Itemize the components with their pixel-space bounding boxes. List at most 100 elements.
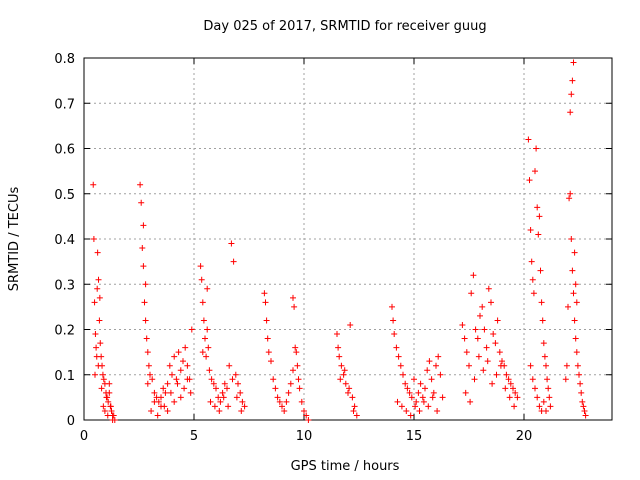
data-point <box>100 376 107 383</box>
data-point <box>502 385 509 392</box>
data-point <box>569 77 576 84</box>
data-point <box>459 321 466 328</box>
data-point <box>92 331 99 338</box>
data-point <box>229 376 236 383</box>
data-point <box>341 367 348 374</box>
data-point <box>143 335 150 342</box>
data-point <box>567 109 574 116</box>
data-point <box>430 389 437 396</box>
data-point <box>109 417 116 423</box>
data-point <box>390 317 397 324</box>
data-point <box>225 403 232 410</box>
data-point <box>184 376 191 383</box>
data-point <box>188 326 195 333</box>
data-point <box>439 394 446 401</box>
data-points <box>90 59 589 423</box>
data-point <box>503 371 510 378</box>
data-point <box>140 263 147 270</box>
data-point <box>462 389 469 396</box>
data-point <box>224 385 230 392</box>
data-point <box>506 394 513 401</box>
y-tick-label: 0.7 <box>54 97 75 112</box>
y-axis-label: SRMTID / TECUs <box>7 187 22 292</box>
data-point <box>479 303 486 310</box>
data-point <box>154 412 161 419</box>
data-point <box>499 358 505 365</box>
data-point <box>205 344 212 351</box>
data-point <box>535 231 542 238</box>
data-point <box>335 344 342 351</box>
data-point <box>433 362 439 369</box>
data-point <box>480 367 487 374</box>
data-point <box>467 398 474 405</box>
data-point <box>175 349 182 356</box>
x-tick-label: 15 <box>406 429 423 444</box>
data-point <box>496 349 503 356</box>
data-point <box>96 294 103 301</box>
data-point <box>570 290 577 297</box>
data-point <box>347 321 354 328</box>
data-point <box>215 394 222 401</box>
data-point <box>336 353 343 360</box>
data-point <box>160 385 167 392</box>
data-point <box>283 398 290 405</box>
data-point <box>210 380 217 387</box>
data-point <box>413 398 420 405</box>
data-point <box>100 403 107 410</box>
data-point <box>471 376 478 383</box>
data-point <box>567 190 574 197</box>
data-point <box>106 380 113 387</box>
data-point <box>226 362 233 369</box>
data-point <box>305 417 312 423</box>
data-point <box>272 385 279 392</box>
data-point <box>461 335 468 342</box>
data-point <box>474 335 481 342</box>
data-point <box>397 362 404 369</box>
data-point <box>419 394 426 401</box>
data-point <box>90 236 97 242</box>
data-point <box>151 398 158 405</box>
data-point <box>94 249 101 256</box>
data-point <box>569 267 576 274</box>
data-point <box>99 371 106 378</box>
y-tick-label: 0.3 <box>54 278 75 293</box>
data-point <box>417 380 424 387</box>
data-point <box>536 213 543 220</box>
data-point <box>429 394 436 401</box>
x-tick-label: 0 <box>80 429 88 444</box>
data-point <box>505 376 512 383</box>
data-point <box>204 326 211 333</box>
data-point <box>138 199 145 206</box>
data-point <box>463 349 470 356</box>
data-point <box>574 362 581 369</box>
data-point <box>481 326 488 333</box>
data-point <box>105 398 112 405</box>
data-point <box>166 362 173 369</box>
data-point <box>164 380 171 387</box>
data-point <box>493 371 500 378</box>
data-point <box>562 376 569 383</box>
data-point <box>301 407 307 414</box>
data-point <box>139 245 146 252</box>
x-axis-label: GPS time / hours <box>291 459 400 474</box>
data-point <box>543 362 549 369</box>
data-point <box>104 412 111 419</box>
data-point <box>142 317 149 324</box>
data-point <box>434 407 441 414</box>
data-point <box>411 376 417 383</box>
data-point <box>204 285 211 292</box>
data-point <box>400 371 406 378</box>
data-point <box>265 349 272 356</box>
data-point <box>92 371 98 378</box>
data-point <box>530 290 537 297</box>
data-point <box>95 276 102 283</box>
data-point <box>162 389 169 396</box>
data-point <box>581 407 588 414</box>
data-point <box>512 389 519 396</box>
data-point <box>98 353 105 360</box>
data-point <box>422 385 428 392</box>
data-point <box>268 358 274 365</box>
data-point <box>543 407 549 414</box>
data-point <box>228 240 235 247</box>
